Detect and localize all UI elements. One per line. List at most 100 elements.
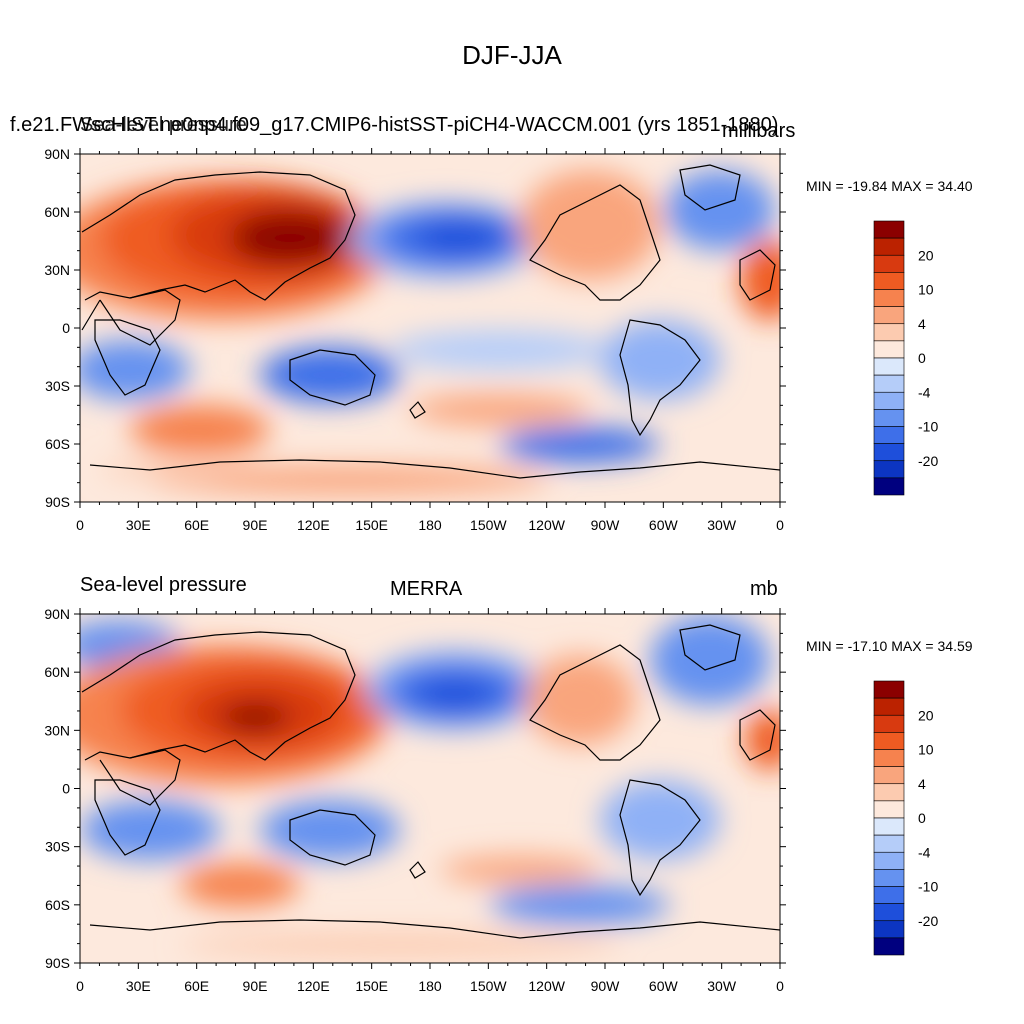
panel1-axes: 90N 60N 30N 0 30S 60S 90S 0 30E 60E 90E 120E 150E 180…: [44, 146, 786, 533]
colorbar-label: 0: [918, 350, 926, 366]
lon-tick-label: 60E: [184, 517, 209, 533]
colorbar-swatch: [873, 306, 905, 325]
colorbar-swatch: [873, 460, 905, 479]
lat-tick-label: 30N: [44, 722, 70, 738]
lon-tick-label: 60W: [649, 978, 679, 994]
colorbar-swatch: [873, 783, 905, 802]
lon-tick-label: 30W: [707, 978, 737, 994]
lon-tick-label: 150E: [355, 517, 388, 533]
colorbar-swatch: [873, 817, 905, 836]
colorbar-swatch: [873, 714, 905, 733]
colorbar-label: 4: [918, 776, 926, 792]
lon-tick-label: 30E: [126, 978, 151, 994]
colorbar-label: 20: [918, 247, 934, 263]
lon-tick-label: 150E: [355, 978, 388, 994]
lon-tick-label: 180: [418, 517, 442, 533]
colorbar-swatch: [873, 289, 905, 307]
lat-tick-label: 90S: [45, 955, 70, 971]
colorbar-label: 10: [918, 742, 934, 758]
panel2-stats: MIN = -17.10 MAX = 34.59: [806, 638, 973, 654]
lon-tick-label: 60E: [184, 978, 209, 994]
lon-tick-label: 0: [776, 978, 784, 994]
colorbar-swatch: [873, 220, 905, 239]
lat-tick-label: 60S: [45, 436, 70, 452]
colorbar-label: -20: [918, 913, 938, 929]
colorbar-swatch: [873, 800, 905, 819]
lat-tick-label: 90N: [44, 606, 70, 622]
panel1-map: [80, 154, 780, 502]
colorbar-label: 4: [918, 316, 926, 332]
colorbar-swatch: [873, 254, 905, 273]
figure-title: DJF-JJA: [462, 40, 562, 70]
colorbar-label: -20: [918, 453, 938, 469]
colorbar-swatch: [873, 834, 905, 853]
panel2-units-label: mb: [750, 578, 778, 600]
colorbar-swatch: [873, 749, 905, 767]
panel1-stats: MIN = -19.84 MAX = 34.40: [806, 178, 973, 194]
colorbar-swatch: [873, 851, 905, 870]
colorbar-label: 0: [918, 810, 926, 826]
colorbar-swatch: [873, 426, 905, 444]
colorbar-label: -10: [918, 879, 938, 895]
lat-tick-label: 60N: [44, 204, 70, 220]
lon-tick-label: 180: [418, 978, 442, 994]
lat-tick-label: 90N: [44, 146, 70, 162]
colorbar-swatch: [873, 374, 905, 393]
colorbar-swatch: [873, 409, 905, 427]
colorbar-label: -4: [918, 384, 931, 400]
lat-tick-label: 60N: [44, 664, 70, 680]
colorbar-swatch: [873, 937, 905, 956]
panel2-variable-label: Sea-level pressure: [80, 574, 247, 596]
colorbar-swatch: [873, 766, 905, 785]
lon-tick-label: 150W: [470, 517, 507, 533]
colorbar-swatch: [873, 886, 905, 904]
panel1-case-title: f.e21.FWscHIST.ne0np4.f09_g17.CMIP6-hist…: [10, 114, 779, 136]
panel1-colorbar: 20 10 4 0 -4 -10 -20: [873, 220, 938, 496]
panel1-variable-label: Sea-level pressure: [80, 114, 247, 136]
panel2-colorbar: 20 10 4 0 -4 -10 -20: [873, 680, 938, 956]
colorbar-swatch: [873, 697, 905, 716]
lon-tick-label: 30E: [126, 517, 151, 533]
colorbar-swatch: [873, 732, 905, 750]
lon-tick-label: 90E: [243, 517, 268, 533]
colorbar-swatch: [873, 272, 905, 290]
colorbar-swatch: [873, 869, 905, 887]
lon-tick-label: 150W: [470, 978, 507, 994]
lon-tick-label: 90W: [591, 978, 621, 994]
lat-tick-label: 30S: [45, 839, 70, 855]
lon-tick-label: 90W: [591, 517, 621, 533]
lon-tick-label: 0: [776, 517, 784, 533]
colorbar-label: 10: [918, 282, 934, 298]
colorbar-swatch: [873, 680, 905, 699]
lon-tick-label: 120W: [528, 517, 565, 533]
colorbar-swatch: [873, 903, 905, 922]
colorbar-label: -4: [918, 844, 931, 860]
colorbar-swatch: [873, 391, 905, 410]
panel1-units-label: millibars: [722, 120, 796, 142]
lon-tick-label: 120W: [528, 978, 565, 994]
lon-tick-label: 90E: [243, 978, 268, 994]
colorbar-swatch: [873, 443, 905, 462]
lon-tick-label: 60W: [649, 517, 679, 533]
colorbar-label: -10: [918, 419, 938, 435]
lat-tick-label: 60S: [45, 897, 70, 913]
lon-tick-label: 0: [76, 517, 84, 533]
colorbar-swatch: [873, 477, 905, 496]
colorbar-swatch: [873, 237, 905, 256]
lon-tick-label: 0: [76, 978, 84, 994]
panel2-map: [80, 614, 780, 963]
panel2-dataset-label: MERRA: [390, 578, 463, 600]
lat-tick-label: 0: [62, 781, 70, 797]
colorbar-swatch: [873, 920, 905, 939]
lon-tick-label: 120E: [297, 517, 330, 533]
lat-tick-label: 30N: [44, 262, 70, 278]
colorbar-swatch: [873, 323, 905, 342]
lon-tick-label: 120E: [297, 978, 330, 994]
lat-tick-label: 30S: [45, 378, 70, 394]
lat-tick-label: 0: [62, 320, 70, 336]
colorbar-swatch: [873, 340, 905, 359]
colorbar-swatch: [873, 357, 905, 376]
lon-tick-label: 30W: [707, 517, 737, 533]
lat-tick-label: 90S: [45, 494, 70, 510]
